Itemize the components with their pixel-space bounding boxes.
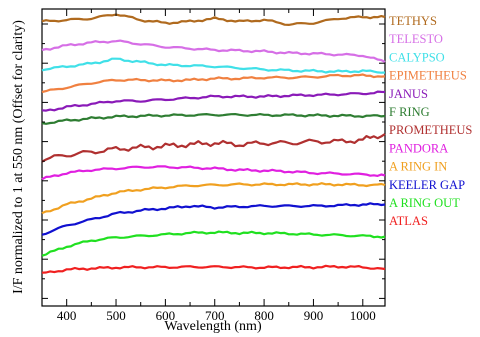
x-tick-label: 1000 [350,308,376,323]
series-tethys-line [41,13,386,26]
x-tick-label: 600 [156,308,176,323]
legend: TETHYS TELESTO CALYPSO EPIMETHEUS JANUS F RIN… [389,14,472,228]
legend-entry-a-ring-in: A RING IN [389,160,447,174]
legend-entry-tethys: TETHYS [389,14,437,28]
legend-entry-calypso: CALYPSO [389,50,445,64]
series-janus-line [41,90,386,112]
y-axis-title: I/F normalized to 1 at 550 nm (Offset fo… [11,20,26,294]
legend-entry-atlas: ATLAS [389,214,428,228]
y-axis-ticks [42,23,385,299]
x-tick-label: 500 [106,308,126,323]
legend-entry-janus: JANUS [389,87,428,101]
legend-entry-f-ring: F RING [389,105,430,119]
legend-entry-pandora: PANDORA [389,141,448,155]
series-calypso-line [41,57,386,74]
series-epimetheus-line [41,73,386,94]
legend-entry-keeler-gap: KEELER GAP [389,178,465,192]
series-layer [41,13,386,274]
series-keeler-gap-line [41,202,386,236]
x-axis-title: Wavelength (nm) [164,319,262,334]
legend-entry-prometheus: PROMETHEUS [389,123,472,137]
series-pandora-line [41,165,386,181]
series-a-ring-out-line [41,230,386,257]
x-axis-ticks: 400 500 600 700 800 900 1000 [41,9,376,323]
series-atlas-line [41,264,386,274]
legend-entry-epimetheus: EPIMETHEUS [389,69,467,83]
series-f-ring-line [41,112,386,125]
series-a-ring-in-line [41,182,386,215]
x-tick-label: 800 [254,308,274,323]
x-tick-label: 900 [304,308,324,323]
legend-entry-a-ring-out: A RING OUT [389,196,460,210]
x-tick-label: 700 [205,308,225,323]
x-tick-label: 400 [57,308,77,323]
series-telesto-line [41,39,386,63]
legend-entry-telesto: TELESTO [389,32,443,46]
series-prometheus-line [41,133,386,163]
plot-frame [41,8,386,307]
